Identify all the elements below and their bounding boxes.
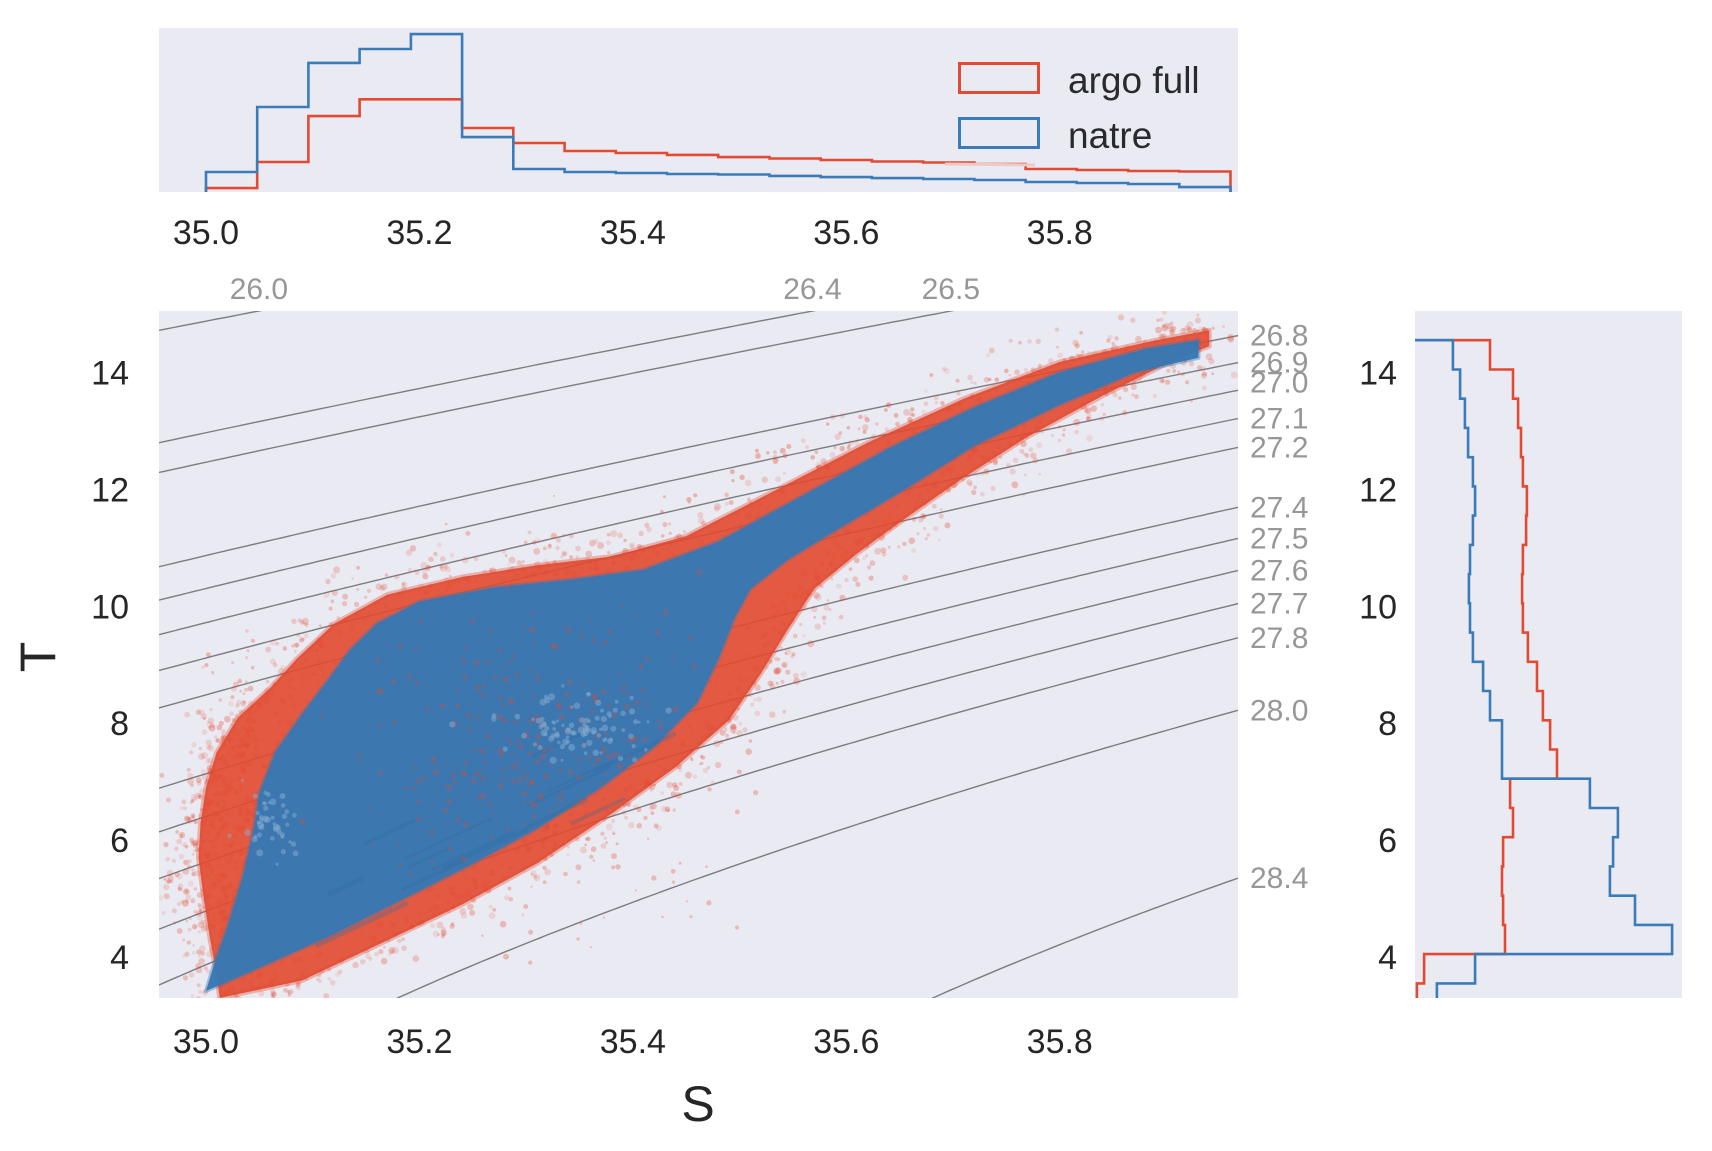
isopycnal-label-top-26.0: 26.0	[230, 273, 288, 306]
right-hist-y-tick: 10	[1359, 588, 1397, 626]
right-hist-y-tick: 8	[1378, 705, 1397, 743]
right-hist-y-tick: 4	[1378, 939, 1397, 977]
isopycnal-line-27.0	[159, 389, 1238, 636]
y-axis-title: T	[10, 641, 66, 673]
x-axis-title: S	[681, 1076, 715, 1132]
top-hist-x-tick: 35.0	[173, 214, 239, 252]
isopycnal-label-right-27.4: 27.4	[1250, 491, 1308, 524]
main-x-tick: 35.8	[1027, 1023, 1093, 1061]
legend-swatch-natre	[958, 117, 1040, 149]
main-y-tick: 6	[110, 822, 129, 860]
main-y-tick: 14	[91, 354, 129, 392]
isopycnal-labels: 26.0 26.4 26.5 26.826.927.0 27.127.2 27.427.5…	[230, 273, 1309, 895]
top-histogram	[204, 32, 1232, 192]
isopycnal-label-top-26.4: 26.4	[783, 273, 841, 306]
isopycnal-line-28.4	[931, 877, 1238, 998]
isopycnal-label-right-27.8: 27.8	[1250, 622, 1308, 655]
right-histogram	[1415, 338, 1674, 998]
isopycnal-label-right-26.9: 26.9	[1250, 347, 1308, 380]
main-y-tick: 8	[110, 705, 129, 743]
right-hist-y-tick: 12	[1359, 471, 1397, 509]
isopycnal-label-right-27.6: 27.6	[1250, 555, 1308, 588]
main-x-tick: 35.4	[600, 1023, 666, 1061]
right-hist-y-tick: 6	[1378, 822, 1397, 860]
isopycnal-label-right-27.7: 27.7	[1250, 588, 1308, 621]
top-hist-x-tick: 35.2	[386, 214, 452, 252]
main-x-tick: 35.6	[813, 1023, 879, 1061]
isopycnal-line-26.5	[159, 311, 955, 474]
main-y-tick: 10	[91, 588, 129, 626]
top-hist-x-tick: 35.4	[600, 214, 666, 252]
isopycnal-label-top-26.5: 26.5	[922, 273, 980, 306]
main-y-tick: 12	[91, 471, 129, 509]
legend-label-natre: natre	[1068, 115, 1153, 156]
legend-swatch-argo-full	[958, 62, 1040, 94]
right-hist-y-tick: 14	[1359, 354, 1397, 392]
top-hist-argo-full	[204, 98, 1232, 192]
top-hist-x-tick: 35.8	[1027, 214, 1093, 252]
right-hist-argo-full	[1415, 338, 1559, 998]
isopycnal-label-right-28.4: 28.4	[1250, 862, 1308, 895]
right-histogram-panel	[1415, 311, 1682, 998]
tick-labels: 35.0 35.0 35.2 35.2 35.4 35.4 35.6 35.6 35.8 35.8…	[91, 214, 1397, 1061]
isopycnal-line-28.0	[395, 709, 1238, 998]
isopycnal-label-right-27.5: 27.5	[1250, 522, 1308, 555]
legend-label-argo-full: argo full	[1068, 60, 1200, 101]
top-histogram-panel	[159, 28, 1238, 192]
main-y-tick: 4	[110, 939, 129, 977]
natre-scatter-layer	[204, 338, 1201, 993]
top-hist-x-tick: 35.6	[813, 214, 879, 252]
isopycnal-line-26.4	[159, 311, 817, 444]
top-hist-natre	[204, 32, 1232, 192]
isopycnal-label-right-28.0: 28.0	[1250, 694, 1308, 727]
main-x-tick: 35.0	[173, 1023, 239, 1061]
isopycnal-label-right-27.0: 27.0	[1250, 366, 1308, 399]
right-hist-natre	[1415, 338, 1674, 998]
isopycnal-label-right-27.2: 27.2	[1250, 431, 1308, 464]
isopycnal-label-right-27.1: 27.1	[1250, 403, 1308, 436]
main-x-tick: 35.2	[386, 1023, 452, 1061]
isopycnal-label-right-26.8: 26.8	[1250, 320, 1308, 353]
